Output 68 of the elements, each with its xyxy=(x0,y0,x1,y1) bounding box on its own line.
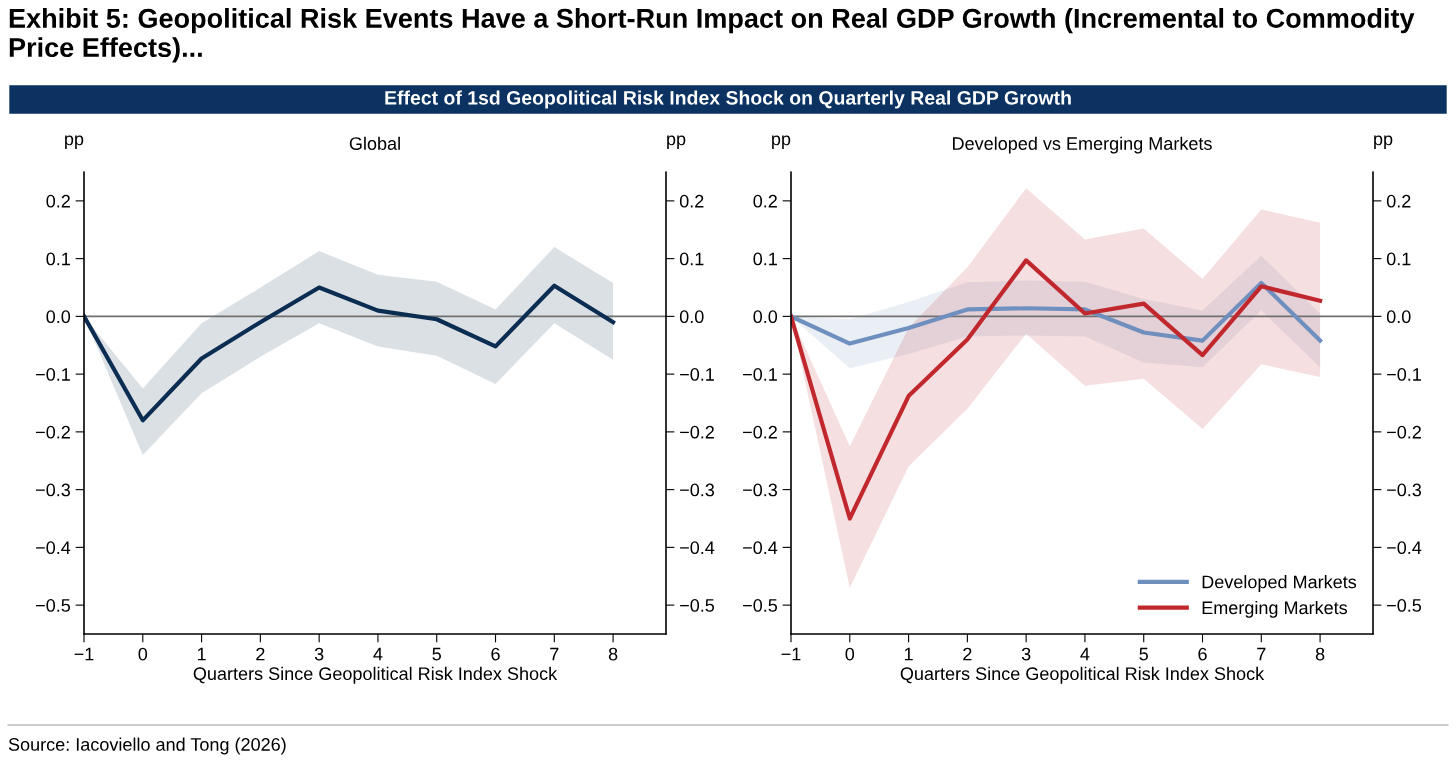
x-tick-label: 0 xyxy=(845,647,855,661)
y-tick-label: −0.2 xyxy=(743,425,777,439)
y-axis-title: pp xyxy=(772,135,791,149)
source-note: Source: Iacoviello and Tong (2026) xyxy=(8,737,286,755)
x-tick-label: 8 xyxy=(608,647,618,661)
x-tick-label: 6 xyxy=(1198,647,1207,661)
y2-tick-label: −0.2 xyxy=(1387,425,1421,439)
x-axis-title: Quarters Since Geopolitical Risk Index Shock xyxy=(193,666,558,684)
y2-tick-label: −0.4 xyxy=(1387,541,1422,555)
x-tick-label: 1 xyxy=(197,647,206,661)
y2-tick-label: 0.1 xyxy=(679,252,704,266)
y-tick-label: 0.0 xyxy=(46,310,71,324)
y2-tick-label: 0.0 xyxy=(679,310,704,324)
text: Exhibit 5: Geopolitical Risk Events Have a Short-Run Impact on Real GDP Growth (Incremental to Commodity Price Effects)... xyxy=(9,8,1415,63)
x-tick-label: 8 xyxy=(1315,647,1325,661)
y2-tick-label: −0.1 xyxy=(1387,368,1421,381)
y2-tick-label: 0.0 xyxy=(1386,310,1411,324)
x-tick-label: 6 xyxy=(491,647,500,661)
y-tick-label: −0.4 xyxy=(36,541,71,555)
y-tick-label: 0.2 xyxy=(753,194,777,208)
y-tick-label: 0.1 xyxy=(753,252,777,266)
x-tick-label: −1 xyxy=(74,647,94,661)
y-tick-label: −0.2 xyxy=(36,425,70,439)
y-tick-label: 0.2 xyxy=(46,194,70,208)
y2-tick-label: 0.2 xyxy=(1386,194,1411,208)
y2-tick-label: −0.5 xyxy=(1387,599,1422,612)
y-axis-title: pp xyxy=(65,135,84,149)
legend-label: Developed Markets xyxy=(1202,575,1357,592)
x-tick-label: 2 xyxy=(256,647,265,661)
y-tick-label: −0.1 xyxy=(36,368,70,381)
x-tick-label: 4 xyxy=(373,647,383,661)
line-series xyxy=(791,280,1323,346)
y2-tick-label: 0.2 xyxy=(679,194,704,208)
y-tick-label: −0.5 xyxy=(743,599,778,612)
y-tick-label: −0.3 xyxy=(36,483,71,497)
y2-axis-title: pp xyxy=(1374,135,1393,149)
x-tick-label: 1 xyxy=(904,647,913,661)
x-tick-label: 2 xyxy=(963,647,972,661)
line-series xyxy=(791,258,1323,521)
y2-tick-label: 0.1 xyxy=(1386,252,1411,266)
y-tick-label: −0.3 xyxy=(743,483,778,497)
y-tick-label: −0.4 xyxy=(743,541,778,555)
chart-title: Developed vs Emerging Markets xyxy=(953,136,1212,154)
text: Effect of 1sd Geopolitical Risk Index Shock on Quarterly Real GDP Growth xyxy=(385,90,1071,109)
x-tick-label: 3 xyxy=(314,647,324,661)
y2-tick-label: −0.2 xyxy=(680,425,714,439)
y2-tick-label: −0.3 xyxy=(680,483,715,497)
line-series xyxy=(84,283,616,423)
x-tick-label: 4 xyxy=(1080,647,1090,661)
x-tick-label: 7 xyxy=(1257,647,1266,661)
y-tick-label: 0.1 xyxy=(46,252,70,266)
x-tick-label: 0 xyxy=(138,647,148,661)
x-tick-label: 7 xyxy=(550,647,559,661)
y2-tick-label: −0.5 xyxy=(680,599,715,612)
x-tick-label: −1 xyxy=(781,647,801,661)
chart-title: Global xyxy=(349,136,400,150)
x-tick-label: 3 xyxy=(1021,647,1031,661)
legend-label: Emerging Markets xyxy=(1202,600,1348,618)
y2-tick-label: −0.3 xyxy=(1387,483,1422,497)
y-tick-label: −0.5 xyxy=(36,599,71,612)
y-tick-label: 0.0 xyxy=(753,310,778,324)
x-axis-title: Quarters Since Geopolitical Risk Index Shock xyxy=(900,666,1265,684)
y2-tick-label: −0.1 xyxy=(680,368,714,381)
x-tick-label: 5 xyxy=(1139,647,1148,661)
y2-axis-title: pp xyxy=(667,135,686,149)
y-tick-label: −0.1 xyxy=(743,368,777,381)
y2-tick-label: −0.4 xyxy=(680,541,715,555)
x-tick-label: 5 xyxy=(432,647,441,661)
